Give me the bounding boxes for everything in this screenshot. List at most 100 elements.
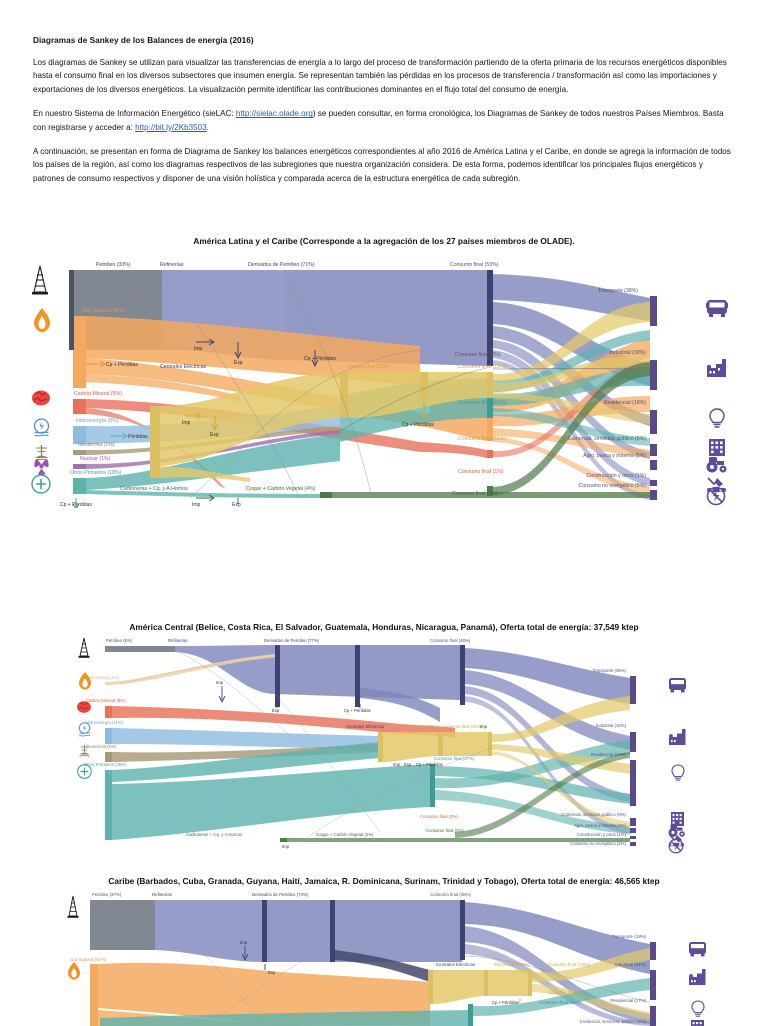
chart2-consumption-label-1: Consumo final (15%) [442,724,483,729]
chart1-secondary-label-0: Derivados de Petróleo (71%) [248,262,315,268]
chart1-source-label-4: Geotermia (1%) [78,442,115,448]
chart3-consumption-label-2: Consumo final (1%) [548,990,587,995]
chart1-sector-label-5: Construcción y otros (1%) [586,473,646,479]
chart1-source-label-3: Hidroenergía (8%) [76,418,119,424]
chart1-process-label-0: Refinerías [160,262,184,268]
chart3-sector-label-0: Transporte (18%) [612,934,647,939]
chart2-sector-icons [669,678,687,853]
chart2-source-label-4: Geotermia (5%) [86,744,117,749]
chart1-imp-label-mid: Imp [182,420,191,426]
chart1-perdidas-hidro: Pérdidas [128,434,148,440]
chart3-svg: .lbl3 { font-family:"Liberation Sans",sa… [0,886,768,1026]
chart2-imp-label-low: Imp [393,762,401,767]
chart3-sector-nodes [650,942,656,1026]
chart2-flows [105,645,630,842]
chart1-source-nodes [69,270,74,350]
plus-icon [32,475,50,493]
chart1-sector-icons [706,300,728,505]
chart3-imp-label: Imp [240,940,248,945]
coal-icon [77,701,91,713]
chart1-cp-perdidas-top: Cp + Pérdidas [304,356,336,362]
geothermal-icon [35,445,48,461]
chart1-exp-label-top: Exp [234,360,243,366]
chart2-title: América Central (Belice, Costa Rica, El … [0,622,768,632]
chart2-sector-label-2: Residencial (40%) [591,752,626,757]
chart2-exp-label-low: Exp [404,762,412,767]
oil-derrick-icon [68,896,79,918]
chart3-canvas: .lbl3 { font-family:"Liberation Sans",sa… [0,886,768,1026]
chart2-imp-label-bottom: Imp [282,844,290,849]
chart3-consumption-label-3: Consumo final (11%) [540,1000,581,1005]
lightbulb-icon [672,765,684,780]
chart2-sector-nodes [630,676,636,846]
chart2-consumption-label-0: Consumo final (48%) [430,638,471,643]
chart2-consumption-label-4: Consumo final (2%) [426,828,464,833]
hydro-icon [35,419,49,436]
intro-paragraph-1: Los diagramas de Sankey se utilizan para… [33,56,735,96]
chart2-imp-label: Imp [216,680,224,685]
lightbulb-icon [692,1001,704,1016]
chart2-sector-label-3: Comercial, servicios, público (6%) [561,812,626,817]
chart1-imp-label-top: Imp [194,346,203,352]
chart1-cp-perdidas-mid: Cp + Pérdidas [402,422,434,428]
chart3-process-label-0: Refinerías [152,892,173,897]
chart3-title: Caribe (Barbados, Cuba, Granada, Guyana,… [0,876,768,886]
sielac-link[interactable]: http://sielac.olade.org [236,109,313,118]
intro-paragraph-3: A continuación, se presentan en forma de… [33,145,735,185]
oil-derrick-icon [79,638,90,658]
chart2-cp-perdidas-top: Cp + Pérdidas [344,708,371,713]
chart2-source-label-0: Petróleo (5%) [106,638,133,643]
paragraph2-text-before: En nuestro Sistema de Información Energé… [33,109,236,118]
chart2-sector-label-1: Industrial (15%) [596,723,627,728]
chart3-sector-label-3: Comercial, servicios, público (4%) [580,1019,647,1024]
chart1-cp-perdidas-otros: Cp + Pérdidas [60,502,92,508]
chart1-consumption-label-4: Consumo final (11%) [458,436,506,442]
chart1-consumption-label-3: Consumo final (12%) [458,400,507,406]
chart2-sector-label-5: Construcción y otros (1%) [577,832,627,837]
chart2-sector-label-6: Consumo no energético (2%) [570,841,626,846]
chart1-canvas: .lbl1 { font-family:"Liberation Sans",sa… [0,246,768,508]
chart3-source-label-0: Petróleo (37%) [92,892,122,897]
tractor-icon [707,457,727,473]
chart1-process-label-2: Carboneras + Cq. y A.Hornos [120,486,188,492]
bus-icon [689,942,706,956]
chart1-consumption-label-0: Consumo final (53%) [450,262,499,268]
chart1-source-label-2: Carbón Mineral (5%) [74,391,122,397]
chart1-sector-label-3: Comercial, servicios, público (5%) [568,436,646,442]
flame-icon [68,962,80,980]
chart2-cp-perdidas-low: Cp + Pérdidas [416,762,443,767]
building-icon [671,812,684,826]
chart2-source-label-5: Otros Primarios (35%) [84,762,127,767]
factory-icon [669,729,686,745]
chart3-sector-label-2: Residencial (17%) [610,998,646,1003]
chart1-sector-nodes [650,296,657,500]
chart3-cp-perdidas: Cp + Pérdidas [492,1000,519,1005]
chart2-svg: .lbl2 { font-family:"Liberation Sans",sa… [0,632,768,854]
flame-icon [34,308,50,332]
document-body: Diagramas de Sankey de los Balances de e… [33,36,735,196]
chart1-secondary-label-2: Coque + Carbón Vegetal (4%) [246,486,316,492]
bitly-link[interactable]: http://bit.ly/2Kb3503 [135,123,207,132]
chart1-sector-label-1: Industrial (30%) [610,350,647,356]
chart1-sector-label-2: Residencial (18%) [604,400,646,406]
chart3-consumption-label-1: Consumo final (13%) [548,962,590,967]
chart1-source-label-6: Otros Primarios (18%) [70,470,122,476]
chart1-secondary-label-1: Electricidad (25%) [348,364,390,370]
building-icon [691,1020,704,1026]
coal-icon [32,391,50,406]
chart3-exp-label: Exp [268,970,276,975]
chart1-title: América Latina y el Caribe (Corresponde … [0,236,768,246]
chart1-sector-label-0: Transporte (38%) [598,288,638,294]
building-icon [709,439,725,456]
chart3-secondary-label-1: Electricidad (20%) [494,962,530,967]
chart1-svg: .lbl1 { font-family:"Liberation Sans",sa… [0,246,768,508]
chart2-source-label-3: Hidroenergía (11%) [86,720,124,725]
hydro-icon [79,723,90,736]
chart2-process-label-1: Centrales Eléctricas [346,724,384,729]
chart1-consumption-label-5: Consumo final (1%) [458,469,504,475]
chart1-imp-label-bottom: Imp [192,502,201,508]
chart2-sector-label-4: Agro, pesca y minería (3%) [574,823,627,828]
chart3-secondary-label-0: Derivados de Petróleo (74%) [252,892,309,897]
chart2-source-label-2: Carbón Mineral (8%) [86,698,126,703]
